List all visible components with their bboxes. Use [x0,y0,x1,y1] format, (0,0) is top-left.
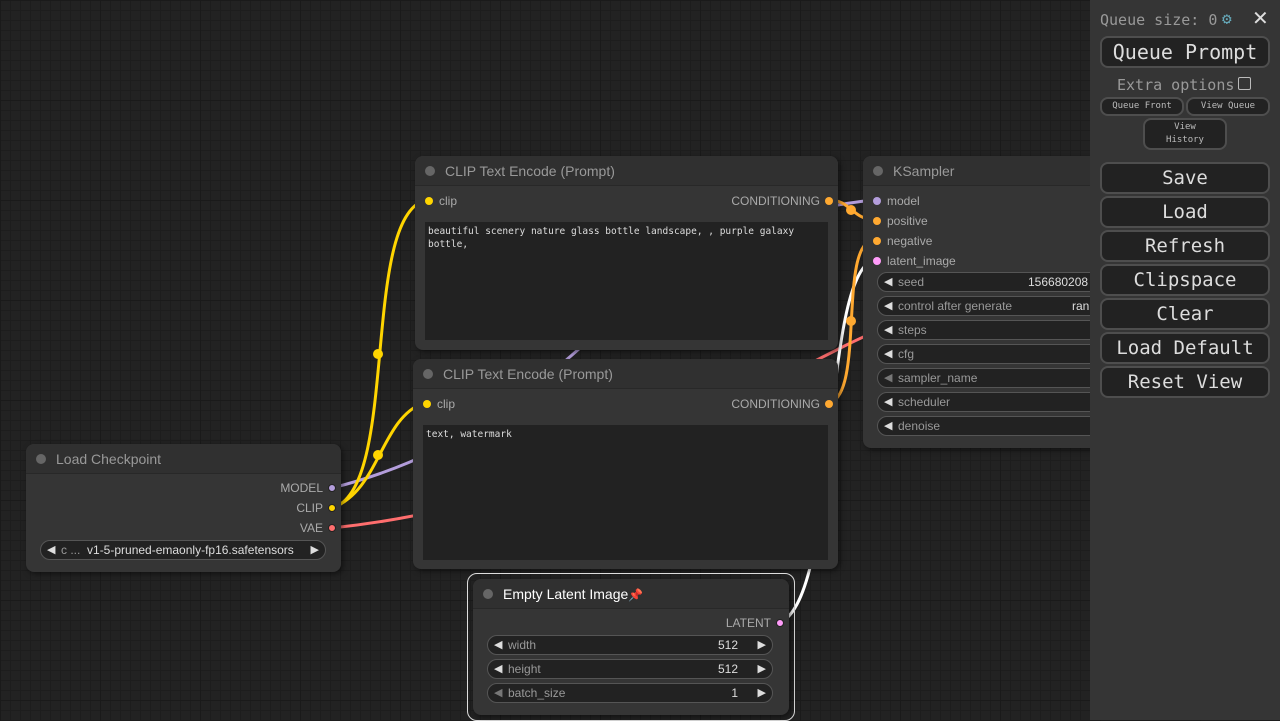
queue-size: Queue size: 0 [1100,11,1218,29]
extra-options-label: Extra options [1117,76,1235,94]
reset-view-button[interactable]: Reset View [1100,366,1270,398]
node-title[interactable]: CLIP Text Encode (Prompt) [413,359,838,389]
load-button[interactable]: Load [1100,196,1270,228]
ksampler-node[interactable]: KSampler model positive negative latent_… [863,156,1137,448]
clip-text-encode-positive-node[interactable]: CLIP Text Encode (Prompt) clip CONDITION… [415,156,838,350]
load-checkpoint-node[interactable]: Load Checkpoint MODEL CLIP VAE ◀ c ... v1… [26,444,341,572]
clip-text-encode-negative-node[interactable]: CLIP Text Encode (Prompt) clip CONDITION… [413,359,838,569]
collapse-dot[interactable] [423,369,433,379]
clip-input[interactable]: clip [417,394,455,414]
scheduler-widget[interactable]: ◀ scheduler [877,392,1137,412]
load-default-button[interactable]: Load Default [1100,332,1270,364]
positive-input[interactable]: positive [867,211,928,231]
model-input[interactable]: model [867,191,920,211]
node-title[interactable]: Load Checkpoint [26,444,341,474]
vae-output[interactable]: VAE [300,518,341,538]
collapse-dot[interactable] [425,166,435,176]
ckpt-name-combo[interactable]: ◀ c ... v1-5-pruned-emaonly-fp16.safetens… [40,540,326,560]
empty-latent-image-node[interactable]: Empty Latent Image📌 LATENT ◀ width 512 ▶ ◀ h… [473,579,789,715]
conditioning-output[interactable]: CONDITIONING [731,394,838,414]
clip-output[interactable]: CLIP [296,498,341,518]
extra-options-checkbox[interactable] [1238,77,1251,90]
collapse-dot[interactable] [873,166,883,176]
collapse-dot[interactable] [36,454,46,464]
cfg-widget[interactable]: ◀ cfg [877,344,1137,364]
clear-button[interactable]: Clear [1100,298,1270,330]
conditioning-output[interactable]: CONDITIONING [731,191,838,211]
seed-widget[interactable]: ◀ seed 156680208 [877,272,1137,292]
sampler-name-widget[interactable]: ◀ sampler_name [877,368,1137,388]
queue-panel: Queue size: 0 ⚙ ✕ Queue Prompt Extra opt… [1090,0,1280,720]
prompt-textarea[interactable]: text, watermark [423,425,828,560]
height-widget[interactable]: ◀ height 512 ▶ [487,659,773,679]
arrow-right-icon[interactable]: ▶ [310,544,319,556]
node-title[interactable]: KSampler [863,156,1123,186]
latent-output[interactable]: LATENT [726,613,789,633]
pin-icon: 📌 [628,588,644,602]
view-history-button[interactable]: View History [1143,118,1227,150]
queue-prompt-button[interactable]: Queue Prompt [1100,36,1270,68]
node-title[interactable]: Empty Latent Image📌 [473,579,789,609]
prompt-textarea[interactable]: beautiful scenery nature glass bottle la… [425,222,828,340]
arrow-left-icon[interactable]: ◀ [47,544,56,556]
collapse-dot[interactable] [483,589,493,599]
batch-size-widget[interactable]: ◀ batch_size 1 ▶ [487,683,773,703]
close-icon[interactable]: ✕ [1252,6,1269,30]
latent-image-input[interactable]: latent_image [867,251,956,271]
width-widget[interactable]: ◀ width 512 ▶ [487,635,773,655]
queue-front-button[interactable]: Queue Front [1100,97,1184,116]
clipspace-button[interactable]: Clipspace [1100,264,1270,296]
view-queue-button[interactable]: View Queue [1186,97,1270,116]
negative-input[interactable]: negative [867,231,932,251]
refresh-button[interactable]: Refresh [1100,230,1270,262]
save-button[interactable]: Save [1100,162,1270,194]
clip-input[interactable]: clip [419,191,457,211]
model-output[interactable]: MODEL [280,478,341,498]
gear-icon[interactable]: ⚙ [1222,9,1232,28]
control-after-generate-widget[interactable]: ◀ control after generate ran [877,296,1137,316]
node-title[interactable]: CLIP Text Encode (Prompt) [415,156,838,186]
